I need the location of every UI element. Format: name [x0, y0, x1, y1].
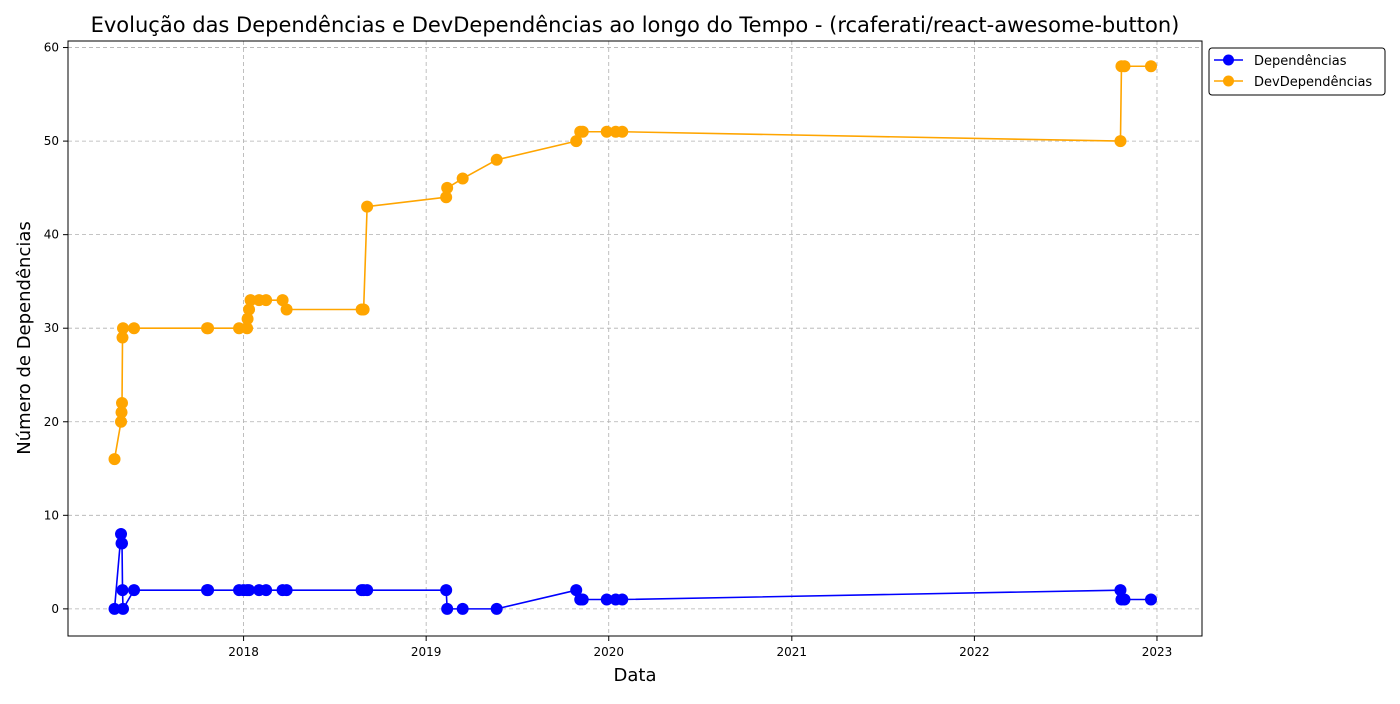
- data-point: [115, 528, 128, 541]
- data-point: [243, 584, 256, 597]
- data-point: [600, 593, 613, 606]
- data-point: [570, 135, 583, 148]
- x-tick-label: 2019: [411, 645, 442, 659]
- data-point: [1144, 593, 1157, 606]
- x-tick-label: 2018: [228, 645, 259, 659]
- y-tick-label: 50: [44, 134, 59, 148]
- data-point: [116, 331, 129, 344]
- data-point: [241, 322, 254, 335]
- data-point: [1114, 584, 1127, 597]
- data-point: [116, 397, 129, 410]
- data-point: [202, 584, 215, 597]
- data-point: [440, 191, 453, 204]
- legend-label-devdependencias: DevDependências: [1254, 75, 1372, 90]
- data-point: [600, 125, 613, 138]
- data-point: [570, 584, 583, 597]
- data-point: [128, 322, 141, 335]
- data-point: [357, 303, 370, 316]
- data-point: [202, 322, 215, 335]
- data-point: [616, 125, 629, 138]
- data-point: [576, 125, 589, 138]
- x-tick-label: 2020: [593, 645, 624, 659]
- legend-marker-devdependencias: [1223, 75, 1234, 87]
- grid: [68, 41, 1202, 636]
- data-point: [361, 200, 374, 213]
- data-point: [117, 602, 130, 615]
- data-point: [280, 584, 293, 597]
- legend-box: [1208, 47, 1386, 96]
- data-point: [260, 584, 273, 597]
- data-point: [116, 537, 129, 550]
- data-point: [108, 453, 121, 466]
- chart-title: Evolução das Dependências e DevDependênc…: [91, 13, 1180, 37]
- y-tick-label: 20: [44, 415, 59, 429]
- series-line: [113, 65, 1151, 460]
- data-point: [456, 172, 469, 185]
- x-tick-label: 2022: [959, 645, 990, 659]
- series-1: [108, 60, 1157, 466]
- y-tick-label: 40: [44, 228, 59, 242]
- data-point: [440, 584, 453, 597]
- data-point: [128, 584, 141, 597]
- x-tick-label: 2023: [1142, 645, 1173, 659]
- data-point: [456, 602, 469, 615]
- legend: Dependências DevDependências: [1208, 47, 1386, 96]
- legend-marker-dependencias: [1223, 54, 1234, 66]
- data-point: [243, 303, 256, 316]
- x-axis-label: Data: [614, 665, 657, 686]
- data-point: [117, 322, 130, 335]
- data-point: [1144, 60, 1157, 73]
- y-tick-label: 30: [44, 321, 59, 335]
- data-point: [108, 602, 121, 615]
- legend-label-dependencias: Dependências: [1254, 54, 1347, 69]
- plot-area-frame: [67, 40, 1203, 637]
- data-point: [116, 584, 129, 597]
- y-tick-label: 10: [44, 508, 59, 522]
- data-point: [1118, 60, 1131, 73]
- data-point: [280, 303, 293, 316]
- y-tick-label: 60: [44, 41, 59, 55]
- data-point: [616, 593, 629, 606]
- data-point: [361, 584, 374, 597]
- data-point: [244, 294, 257, 307]
- data-point: [241, 312, 254, 325]
- x-axis: 2018 2019 2020 2021 2022 2023: [228, 636, 1172, 659]
- y-axis-label: Número de Dependências: [14, 221, 35, 455]
- data-point: [441, 181, 454, 194]
- data-point: [276, 294, 289, 307]
- y-axis: 0 10 20 30 40 50 60: [44, 41, 68, 616]
- data-point: [115, 415, 128, 428]
- data-point: [441, 602, 454, 615]
- series-line: [113, 533, 1151, 610]
- data-point: [115, 406, 128, 419]
- data-point: [490, 602, 503, 615]
- series-layer: [108, 60, 1157, 615]
- x-tick-label: 2021: [777, 645, 808, 659]
- data-point: [1118, 593, 1131, 606]
- data-point: [576, 593, 589, 606]
- data-point: [260, 294, 273, 307]
- series-0: [108, 528, 1157, 615]
- y-tick-label: 0: [51, 602, 59, 616]
- data-point: [490, 153, 503, 166]
- data-point: [1114, 135, 1127, 148]
